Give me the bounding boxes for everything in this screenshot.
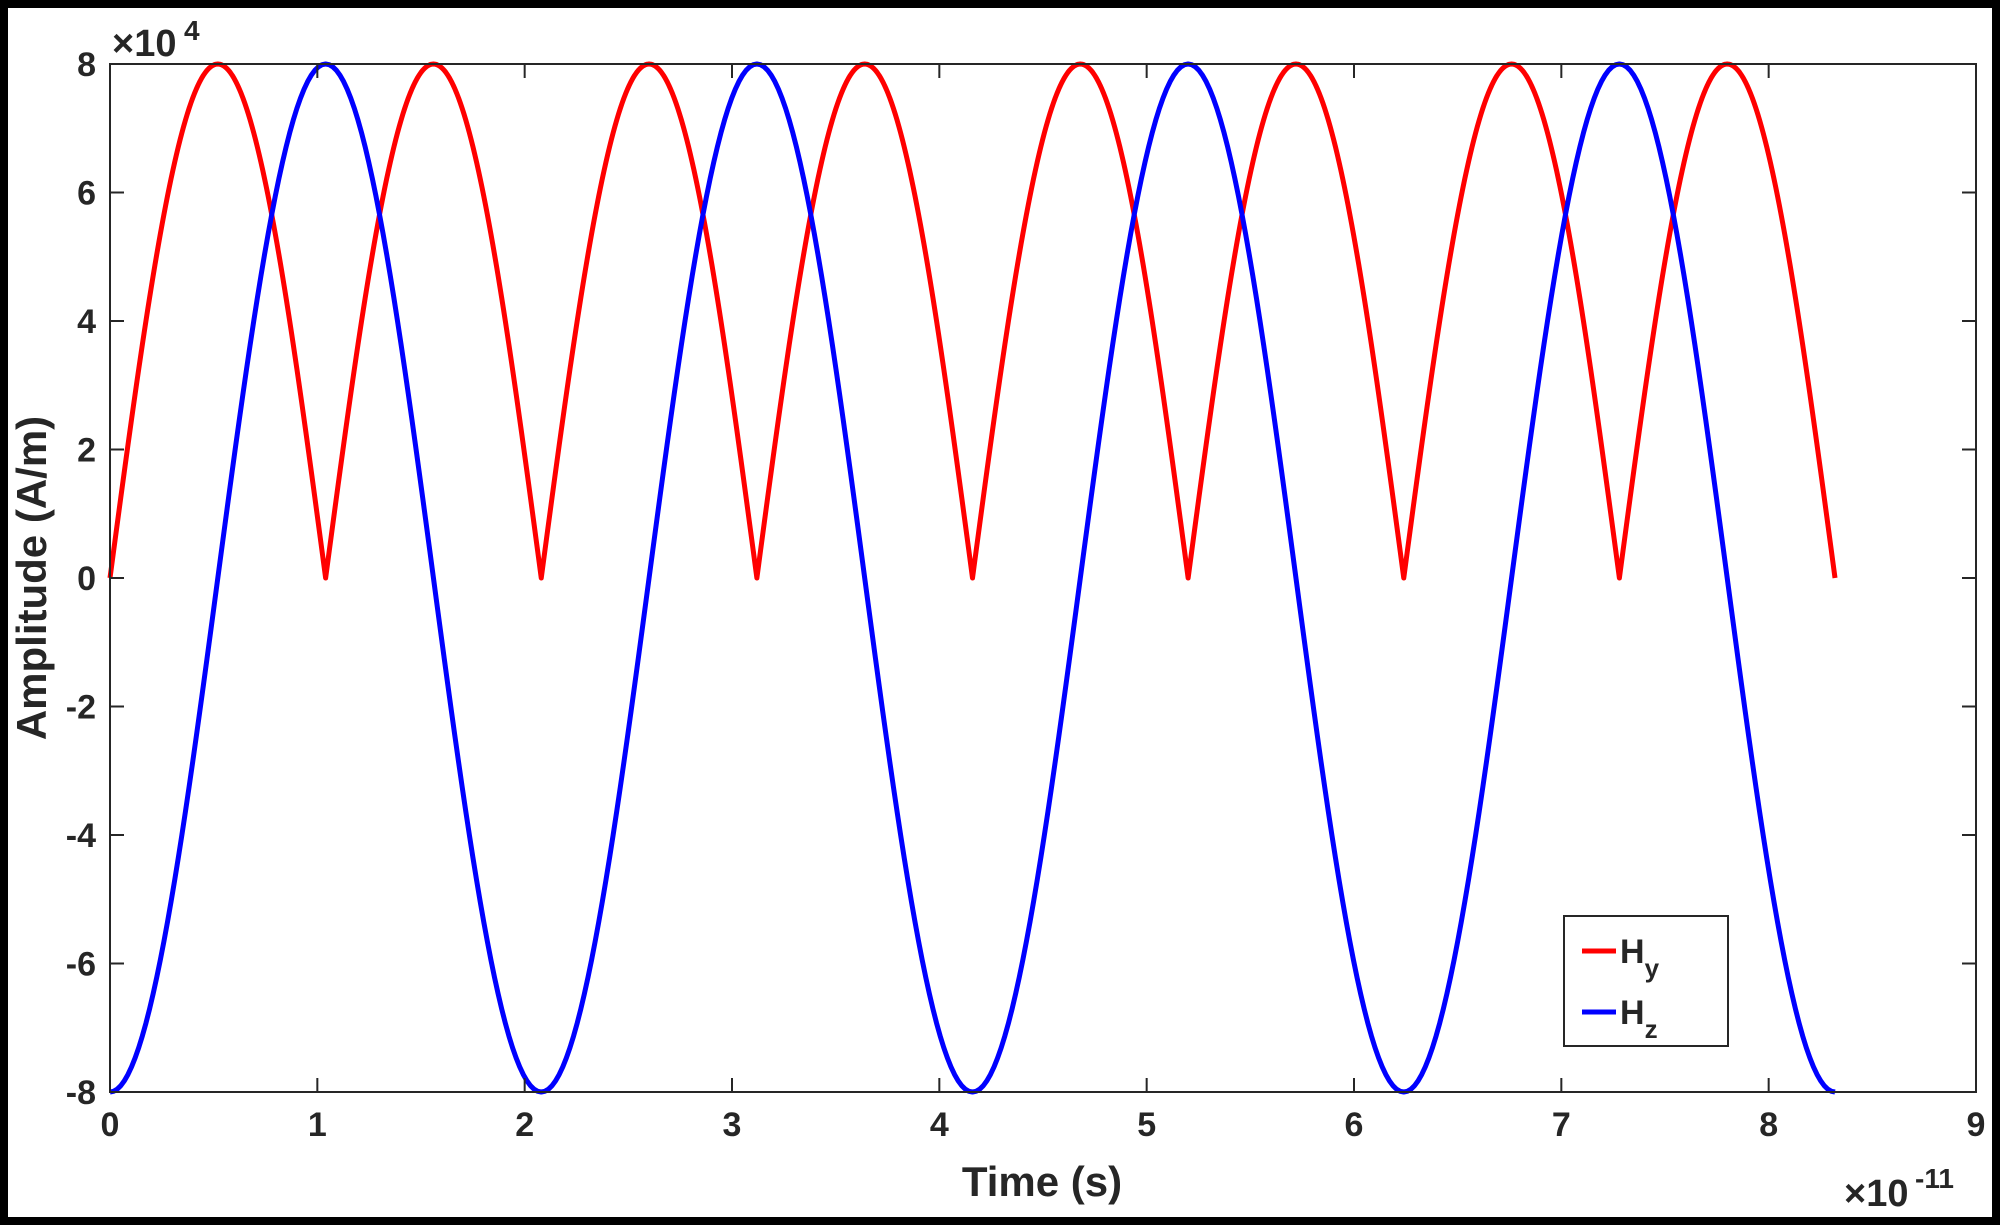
y-tick-label: 6 xyxy=(77,175,96,213)
y-tick-label: -2 xyxy=(66,689,96,727)
legend-label-hz-sub: z xyxy=(1645,1014,1658,1044)
y-tick-label: 0 xyxy=(77,560,96,598)
legend: Hy Hz xyxy=(1563,915,1729,1047)
y-tick-label: -6 xyxy=(66,946,96,984)
x-tick-label: 6 xyxy=(1345,1106,1364,1144)
x-tick-label: 4 xyxy=(930,1106,949,1144)
chart-frame: 0 1 2 3 4 5 6 7 8 9 -8 -6 -4 -2 0 2 4 6 8 Time (s) Amplit… xyxy=(8,8,1992,1217)
y-ticks: -8 -6 -4 -2 0 2 4 6 8 xyxy=(66,46,1976,1112)
y-axis-label: Amplitude (A/m) xyxy=(8,416,55,740)
y-exponent-power: 4 xyxy=(184,15,200,46)
legend-label-hz: Hz xyxy=(1620,994,1658,1044)
x-tick-label: 9 xyxy=(1967,1106,1986,1144)
legend-label-hy-sub: y xyxy=(1645,953,1660,983)
y-tick-label: 8 xyxy=(77,46,96,84)
x-axis-label: Time (s) xyxy=(962,1158,1122,1205)
x-tick-label: 7 xyxy=(1552,1106,1571,1144)
legend-label-hy-main: H xyxy=(1620,933,1645,971)
series-line-hy xyxy=(107,61,1838,581)
x-exponent-power: -11 xyxy=(1915,1163,1954,1194)
x-tick-label: 0 xyxy=(101,1106,120,1144)
legend-label-hz-main: H xyxy=(1620,994,1645,1032)
legend-box xyxy=(1563,915,1729,1047)
y-tick-label: 4 xyxy=(77,303,96,341)
legend-label-hy: Hy xyxy=(1620,933,1660,983)
line-chart: 0 1 2 3 4 5 6 7 8 9 -8 -6 -4 -2 0 2 4 6 8 Time (s) Amplit… xyxy=(8,15,1986,1215)
x-exponent: ×10 -11 xyxy=(1844,1163,1954,1215)
y-exponent-base: ×10 xyxy=(112,23,176,65)
x-tick-label: 2 xyxy=(515,1106,534,1144)
x-exponent-base: ×10 xyxy=(1844,1173,1908,1215)
x-tick-label: 1 xyxy=(308,1106,327,1144)
y-tick-label: -4 xyxy=(66,817,96,855)
y-tick-label: 2 xyxy=(77,432,96,470)
y-tick-label: -8 xyxy=(66,1074,96,1112)
y-exponent: ×10 4 xyxy=(112,15,200,65)
x-tick-label: 5 xyxy=(1137,1106,1156,1144)
x-tick-label: 3 xyxy=(723,1106,742,1144)
x-ticks: 0 1 2 3 4 5 6 7 8 9 xyxy=(101,64,1986,1144)
x-tick-label: 8 xyxy=(1759,1106,1778,1144)
